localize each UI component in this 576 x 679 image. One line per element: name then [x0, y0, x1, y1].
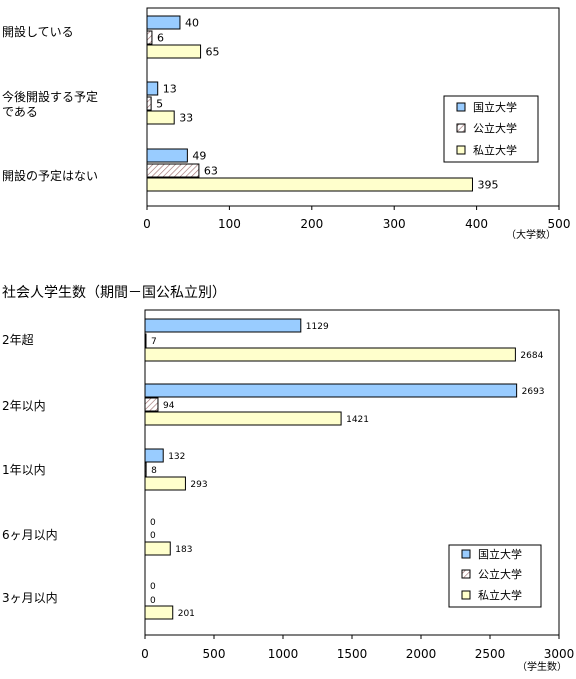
chart-1-category-label: 開設している	[2, 24, 74, 39]
chart-2-data-label: 94	[163, 401, 175, 411]
chart-1-legend-swatch-public	[456, 123, 466, 133]
chart-2-data-label: 183	[175, 545, 192, 555]
chart-1-unit-label: （大学数）	[506, 228, 556, 241]
chart-1-data-label: 40	[185, 17, 199, 30]
chart-1-bar-public	[146, 96, 152, 111]
chart-1-legend-swatch-national	[456, 102, 466, 112]
chart-2-data-label: 293	[190, 480, 207, 490]
chart-2-data-label: 201	[178, 609, 195, 619]
chart-1-data-label: 5	[156, 98, 163, 111]
chart-1-legend-label-private: 私立大学	[473, 143, 517, 157]
chart-2-bar-national	[144, 383, 518, 398]
chart-2-title: 社会人学生数（期間－国公私立別）	[2, 285, 226, 301]
chart-2-tick-label: 500	[203, 647, 226, 661]
chart-2-bar-private	[144, 541, 171, 556]
chart-2-tick-label: 2000	[406, 647, 437, 661]
chart-1-bar-private	[146, 177, 473, 192]
chart-1-data-label: 13	[163, 83, 177, 96]
chart-2-legend-swatch-private	[461, 590, 471, 600]
chart-2-x-ticks: 0 500 1000 1500 2000 2500 3000	[141, 635, 574, 661]
chart-1-tick-label: 400	[465, 217, 488, 231]
chart-2-data-label: 0	[150, 531, 156, 541]
chart-1-tick-label: 300	[383, 217, 406, 231]
chart-2-bar-public	[144, 397, 159, 412]
chart-2-category-label: 1年以内	[2, 463, 46, 477]
chart-1-category-label: 今後開設する予定	[2, 89, 98, 104]
chart-2-legend-label-public: 公立大学	[478, 567, 522, 581]
chart-1-bar-national	[146, 148, 188, 163]
chart-1-x-ticks: 0 100 200 300 400 500	[143, 206, 570, 231]
chart-1-category-label: である	[2, 105, 38, 119]
chart-2-bar-private	[144, 347, 516, 362]
chart-2-legend-swatch-national	[461, 549, 471, 559]
chart-2-data-label: 0	[150, 596, 156, 606]
chart-2-tick-label: 1500	[337, 647, 368, 661]
chart-2-category-label: 3ヶ月以内	[2, 591, 58, 605]
chart-1-tick-label: 100	[218, 217, 241, 231]
chart-1-data-label: 33	[179, 112, 193, 125]
chart-1-bars: 40 6 65 135 33 49 63 395	[146, 15, 498, 192]
chart-2-bar-public	[144, 462, 147, 477]
chart-2-bar-private	[144, 476, 186, 491]
chart-1-tick-label: 500	[548, 217, 571, 231]
chart-2-tick-label: 3000	[544, 647, 575, 661]
chart-2-legend-swatch-public	[461, 569, 471, 579]
chart-1-data-label: 395	[477, 179, 498, 192]
chart-2-bar-private	[144, 411, 342, 426]
chart-2-data-label: 2693	[522, 387, 545, 397]
chart-1-data-label: 49	[192, 150, 206, 163]
chart-2-data-label: 132	[168, 452, 185, 462]
chart-1-data-label: 65	[206, 46, 220, 59]
chart-2-data-label: 0	[150, 518, 156, 528]
chart-2-bar-private	[144, 605, 174, 620]
chart-2-data-label: 8	[151, 466, 157, 476]
chart-2-category-label: 2年超	[2, 332, 34, 347]
chart-2: 社会人学生数（期間－国公私立別） 2年超 2年以内 1年以内 6ヶ月以内 3ヶ月以内 1…	[2, 285, 574, 673]
chart-2-data-label: 1129	[306, 322, 329, 332]
chart-1-data-label: 63	[204, 165, 218, 178]
chart-2-legend-label-national: 国立大学	[478, 547, 522, 561]
chart-2-data-label: 0	[150, 582, 156, 592]
chart-2-tick-label: 2500	[475, 647, 506, 661]
chart-1-bar-public	[146, 163, 200, 178]
chart-1-legend-label-public: 公立大学	[473, 121, 517, 135]
chart-1-tick-label: 200	[300, 217, 323, 231]
chart-1-bar-national	[146, 15, 181, 30]
chart-2-tick-label: 1000	[268, 647, 299, 661]
chart-1-bar-public	[146, 30, 153, 45]
chart-2-unit-label: （学生数）	[517, 660, 567, 673]
chart-2-legend-label-private: 私立大学	[478, 588, 522, 602]
chart-1-bar-national	[146, 81, 159, 96]
chart-2-category-labels: 2年超 2年以内 1年以内 6ヶ月以内 3ヶ月以内	[2, 332, 58, 605]
chart-2-category-label: 6ヶ月以内	[2, 528, 58, 542]
chart-1-legend-swatch-private	[456, 145, 466, 155]
chart-2-bar-public	[144, 333, 147, 348]
chart-2-bar-national	[144, 448, 164, 463]
chart-2-data-label: 7	[151, 337, 157, 347]
chart-1-tick-label: 0	[143, 217, 151, 231]
chart-2-data-label: 1421	[346, 415, 369, 425]
chart-1-legend-label-national: 国立大学	[473, 100, 517, 114]
chart-2-tick-label: 0	[141, 647, 149, 661]
chart-2-bar-national	[144, 318, 302, 333]
chart-2-data-label: 2684	[520, 351, 543, 361]
chart-1-bar-private	[146, 110, 175, 125]
chart-1-data-label: 6	[157, 32, 164, 45]
chart-1-bar-private	[146, 44, 202, 59]
chart-1-category-label: 開設の予定はない	[2, 168, 98, 183]
chart-2-category-label: 2年以内	[2, 399, 46, 413]
chart-2-bars: 1129 7 2684 2693 94 1421 132 8 293 0 0 183 0 0 201	[144, 318, 545, 620]
